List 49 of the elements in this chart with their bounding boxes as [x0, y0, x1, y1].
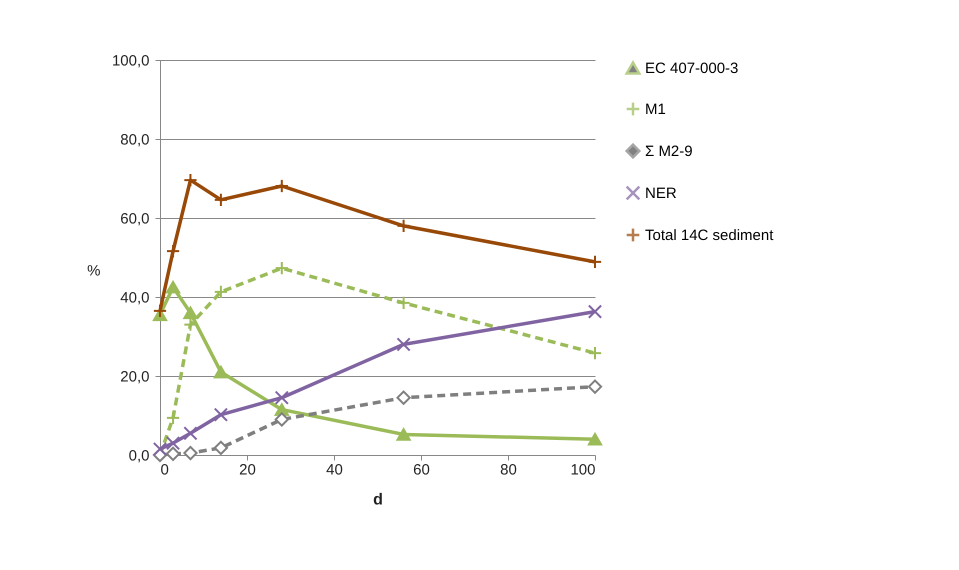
legend-label: Total 14C sediment	[645, 227, 774, 244]
x-tick-label: 0	[160, 462, 169, 478]
point	[166, 446, 180, 461]
y-tick-label: 20,0	[120, 368, 150, 386]
point	[396, 296, 411, 310]
x-tick-label: 40	[326, 462, 343, 478]
point	[396, 428, 411, 441]
point	[214, 408, 228, 422]
point	[274, 390, 289, 405]
y-tick-label: 40,0	[120, 290, 150, 306]
legend-label: EC 407-000-3	[645, 60, 738, 77]
point	[588, 304, 602, 319]
y-tick-label: 0,0	[128, 448, 150, 464]
legend-label: NER	[645, 185, 677, 202]
point	[396, 390, 411, 405]
point	[166, 410, 180, 425]
point	[274, 412, 289, 427]
point	[588, 432, 602, 446]
point	[396, 337, 411, 352]
point	[214, 366, 228, 378]
y-tick-label: 60,0	[120, 210, 150, 228]
legend-label: M1	[645, 101, 666, 118]
point	[183, 172, 198, 188]
point	[588, 346, 602, 360]
point	[166, 280, 180, 294]
x-tick-label: 80	[500, 462, 517, 478]
point	[183, 426, 198, 440]
point	[183, 446, 198, 460]
point	[396, 218, 411, 234]
point	[214, 284, 228, 299]
point	[152, 304, 168, 318]
y-tick-label: 100,0	[112, 52, 150, 70]
point	[152, 442, 168, 456]
point	[588, 254, 602, 269]
point	[274, 178, 289, 194]
x-tick-label: 60	[413, 462, 430, 478]
point	[166, 436, 180, 450]
x-tick-label: 100	[570, 462, 596, 478]
x-tick-label: 20	[239, 462, 256, 478]
point	[588, 380, 602, 394]
point	[274, 261, 289, 276]
point	[214, 440, 228, 456]
x-axis-title: d	[373, 492, 383, 508]
y-axis-title: %	[87, 262, 100, 280]
point	[166, 244, 180, 258]
legend-label: Σ M2-9	[645, 143, 693, 160]
point	[214, 192, 228, 207]
point	[183, 306, 198, 320]
y-tick-label: 80,0	[120, 132, 150, 148]
